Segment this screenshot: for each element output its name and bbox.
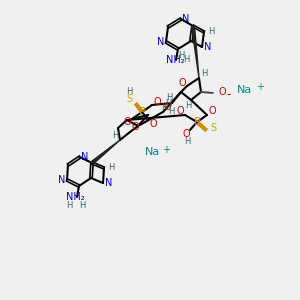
Text: S: S [126,94,132,104]
Text: H: H [166,94,172,103]
Text: O: O [218,87,226,97]
Text: O: O [208,106,216,116]
Text: Na: Na [237,85,253,95]
Text: O: O [153,97,161,107]
Polygon shape [91,140,120,164]
Text: H: H [79,200,85,209]
Text: O: O [182,129,190,139]
Text: O: O [163,102,171,112]
Text: P: P [194,117,200,127]
Text: H: H [108,164,114,172]
Text: Na: Na [144,147,160,157]
Polygon shape [191,26,199,78]
Text: H: H [201,68,207,77]
Text: +: + [162,145,170,155]
Text: N: N [105,178,113,188]
Text: O: O [178,78,186,88]
Text: N: N [81,152,89,162]
Text: H: H [168,107,174,116]
Text: NH₂: NH₂ [66,192,84,202]
Text: H: H [178,50,184,59]
Text: O: O [131,122,139,132]
Text: H: H [126,86,132,95]
Text: H: H [66,200,72,209]
Text: O: O [149,119,157,129]
Text: H: H [184,136,190,146]
Text: N: N [182,14,190,24]
Text: N: N [58,175,66,185]
Text: H: H [185,100,191,109]
Text: -: - [227,88,231,101]
Text: H: H [208,28,214,37]
Text: O: O [123,117,131,127]
Text: H: H [165,98,171,107]
Text: H: H [183,56,189,64]
Text: H: H [161,103,167,112]
Text: S: S [210,123,216,133]
Text: N: N [204,42,212,52]
Text: P: P [139,107,145,117]
Text: +: + [256,82,264,92]
Text: O: O [176,106,184,116]
Text: NH₂: NH₂ [166,55,184,65]
Text: N: N [157,37,165,47]
Text: H: H [112,130,118,140]
